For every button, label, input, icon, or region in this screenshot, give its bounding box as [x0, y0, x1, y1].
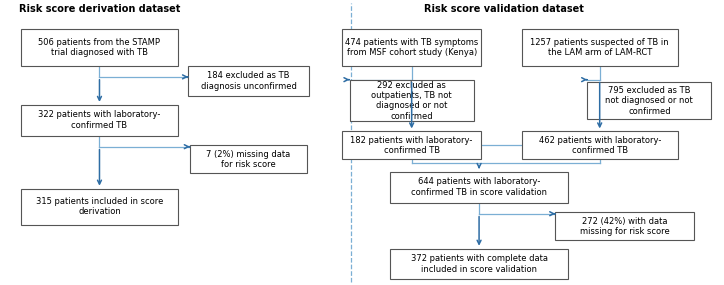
- Text: 7 (2%) missing data
for risk score: 7 (2%) missing data for risk score: [206, 150, 290, 169]
- Text: 372 patients with complete data
included in score validation: 372 patients with complete data included…: [411, 254, 547, 274]
- Text: 795 excluded as TB
not diagnosed or not
confirmed: 795 excluded as TB not diagnosed or not …: [605, 86, 694, 115]
- Text: 182 patients with laboratory-
confirmed TB: 182 patients with laboratory- confirmed …: [350, 136, 473, 155]
- Text: 462 patients with laboratory-
confirmed TB: 462 patients with laboratory- confirmed …: [539, 136, 661, 155]
- FancyBboxPatch shape: [390, 249, 568, 279]
- FancyBboxPatch shape: [342, 131, 481, 159]
- FancyBboxPatch shape: [390, 172, 568, 203]
- FancyBboxPatch shape: [22, 189, 177, 225]
- Text: 272 (42%) with data
missing for risk score: 272 (42%) with data missing for risk sco…: [580, 217, 670, 236]
- FancyBboxPatch shape: [521, 131, 678, 159]
- Text: 184 excluded as TB
diagnosis unconfirmed: 184 excluded as TB diagnosis unconfirmed: [201, 71, 296, 91]
- FancyBboxPatch shape: [188, 66, 309, 96]
- Text: 1257 patients suspected of TB in
the LAM arm of LAM-RCT: 1257 patients suspected of TB in the LAM…: [531, 38, 669, 57]
- FancyBboxPatch shape: [190, 145, 307, 173]
- Text: Risk score derivation dataset: Risk score derivation dataset: [19, 4, 180, 14]
- FancyBboxPatch shape: [342, 29, 481, 66]
- Text: 474 patients with TB symptoms
from MSF cohort study (Kenya): 474 patients with TB symptoms from MSF c…: [345, 38, 479, 57]
- Text: 506 patients from the STAMP
trial diagnosed with TB: 506 patients from the STAMP trial diagno…: [38, 38, 161, 57]
- Text: 644 patients with laboratory-
confirmed TB in score validation: 644 patients with laboratory- confirmed …: [411, 178, 547, 197]
- FancyBboxPatch shape: [555, 212, 694, 240]
- FancyBboxPatch shape: [350, 80, 473, 121]
- Text: 322 patients with laboratory-
confirmed TB: 322 patients with laboratory- confirmed …: [38, 111, 161, 130]
- FancyBboxPatch shape: [22, 105, 177, 136]
- Text: Risk score validation dataset: Risk score validation dataset: [424, 4, 584, 14]
- Text: 292 excluded as
outpatients, TB not
diagnosed or not
confirmed: 292 excluded as outpatients, TB not diag…: [371, 80, 452, 121]
- Text: 315 patients included in score
derivation: 315 patients included in score derivatio…: [35, 197, 163, 216]
- FancyBboxPatch shape: [587, 82, 712, 119]
- FancyBboxPatch shape: [22, 29, 177, 66]
- FancyBboxPatch shape: [521, 29, 678, 66]
